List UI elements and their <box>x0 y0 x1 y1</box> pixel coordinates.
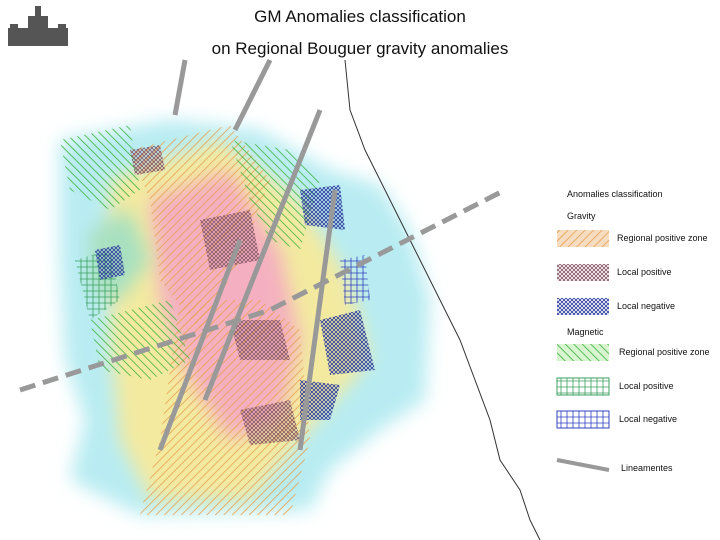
legend-item: Local positive <box>619 381 674 391</box>
legend: Anomalies classification Gravity Regiona… <box>556 189 710 473</box>
legend-item: Local negative <box>619 414 677 424</box>
legend-group: Gravity <box>567 211 596 221</box>
legend-item: Lineamentes <box>621 463 673 473</box>
swatch <box>556 410 610 429</box>
swatch <box>557 264 609 281</box>
legend-group: Magnetic <box>567 327 604 337</box>
legend-item: Local positive <box>617 267 672 277</box>
legend-item: Local negative <box>617 301 675 311</box>
legend-title: Anomalies classification <box>567 189 663 199</box>
legend-item: Regional positive zone <box>619 347 710 357</box>
subtitle: on Regional Bouguer gravity anomalies <box>212 39 509 58</box>
map <box>19 58 541 540</box>
lineament-swatch <box>556 458 610 472</box>
swatch <box>557 230 609 247</box>
logo <box>8 6 68 46</box>
legend-item: Regional positive zone <box>617 233 708 243</box>
swatch <box>557 298 609 315</box>
title: GM Anomalies classification <box>254 7 466 26</box>
swatch <box>556 377 610 396</box>
swatch <box>557 344 609 361</box>
